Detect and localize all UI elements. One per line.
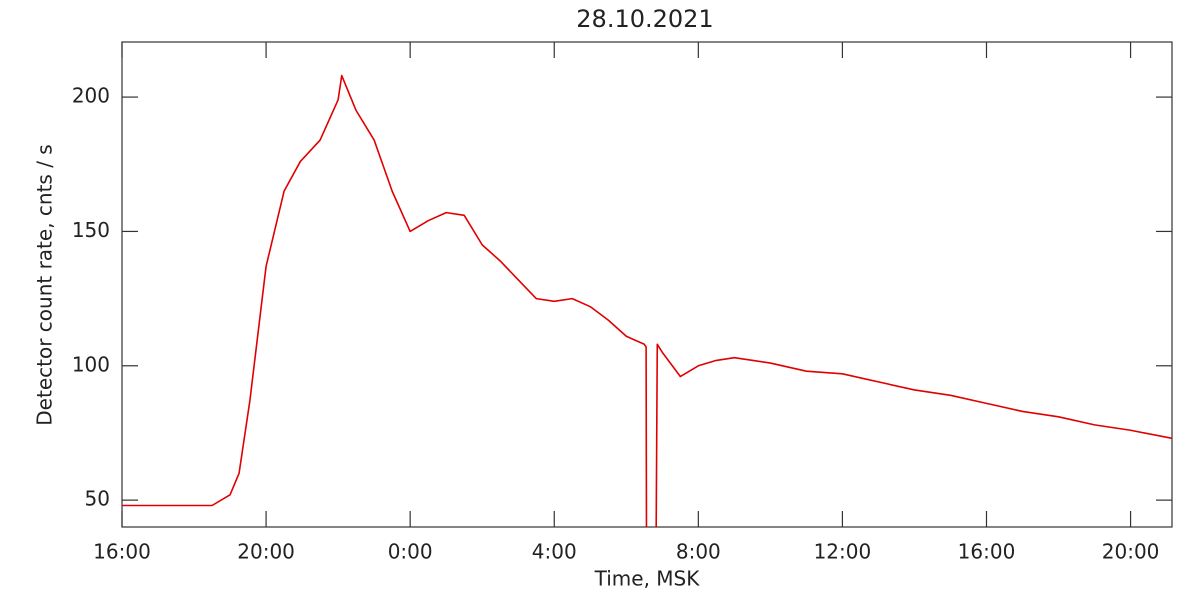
- x-tick-label: 0:00: [388, 540, 433, 564]
- x-axis-label: Time, MSK: [594, 567, 701, 591]
- y-tick-label: 150: [72, 218, 110, 242]
- x-tick-label: 16:00: [958, 540, 1016, 564]
- plot-frame: [121, 41, 1173, 528]
- x-tick-label: 12:00: [814, 540, 872, 564]
- data-line: [122, 74, 1173, 528]
- x-tick-label: 20:00: [1102, 540, 1160, 564]
- x-tick-label: 16:00: [93, 540, 151, 564]
- y-axis-label: Detector count rate, cnts / s: [33, 144, 57, 425]
- chart-title: 28.10.2021: [576, 5, 713, 33]
- y-tick-label: 50: [85, 487, 110, 511]
- x-tick-label: 20:00: [237, 540, 295, 564]
- y-tick-label: 100: [72, 352, 110, 376]
- x-tick-label: 8:00: [676, 540, 721, 564]
- x-tick-label: 4:00: [532, 540, 577, 564]
- y-tick-label: 200: [72, 84, 110, 108]
